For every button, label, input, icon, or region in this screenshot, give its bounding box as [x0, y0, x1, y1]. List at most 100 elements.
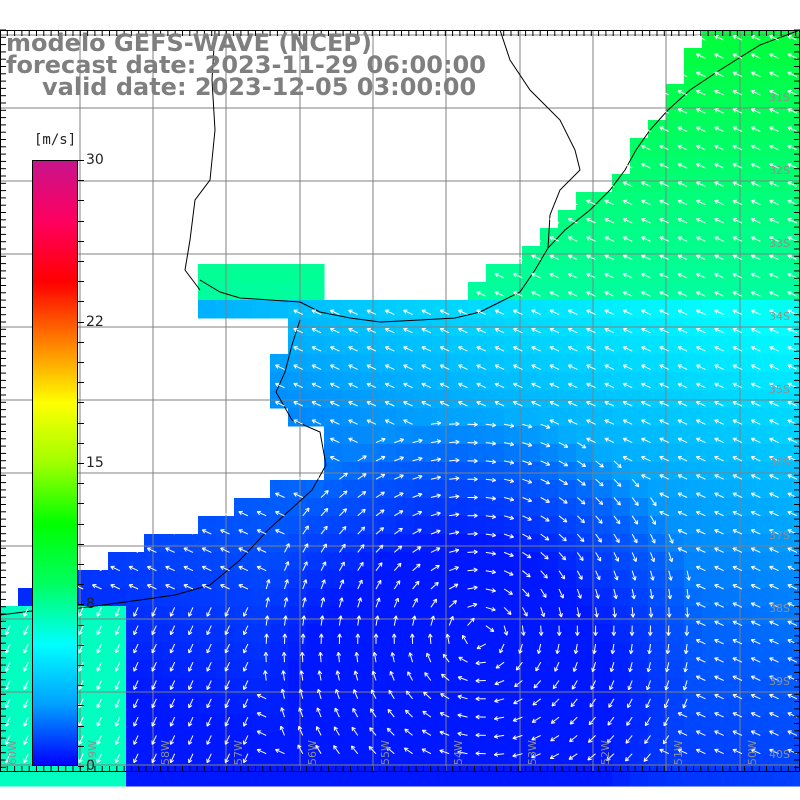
- wind-arrow-shaft: [732, 346, 743, 352]
- wind-speed-cell: [720, 660, 739, 679]
- wind-arrow-shaft: [586, 383, 596, 389]
- wind-speed-cell: [720, 624, 739, 643]
- wind-arrow-head: [455, 457, 460, 461]
- wind-arrow-head: [492, 532, 496, 536]
- wind-arrow-head: [732, 53, 736, 58]
- wind-arrow-shaft: [311, 401, 322, 407]
- wind-speed-cell: [612, 750, 631, 769]
- wind-arrow: [769, 419, 779, 425]
- wind-arrow-shaft: [421, 309, 432, 315]
- wind-speed-cell: [540, 444, 559, 463]
- wind-speed-cell: [414, 552, 433, 571]
- wind-arrow: [677, 291, 688, 297]
- wind-arrow-head: [604, 181, 608, 186]
- wind-arrow-shaft: [568, 419, 578, 425]
- wind-arrow: [659, 474, 670, 480]
- wind-arrow-head: [510, 515, 515, 519]
- wind-arrow: [695, 309, 706, 315]
- wind-arrow-head: [714, 236, 718, 241]
- wind-arrow-shaft: [613, 515, 621, 525]
- wind-arrow-head: [641, 163, 645, 168]
- wind-speed-cell: [270, 714, 289, 733]
- wind-arrow-shaft: [293, 364, 304, 370]
- wind-arrow: [567, 218, 578, 224]
- wind-arrow-head: [641, 273, 645, 278]
- wind-arrow: [366, 364, 377, 370]
- wind-arrow: [695, 510, 706, 517]
- wind-arrow: [659, 419, 670, 425]
- wind-arrow: [604, 236, 615, 242]
- wind-speed-cell: [468, 426, 487, 445]
- wind-arrow: [531, 272, 541, 279]
- wind-arrow-head: [326, 526, 328, 531]
- wind-arrow: [622, 455, 633, 462]
- wind-arrow-head: [455, 513, 460, 518]
- wind-arrow-head: [439, 309, 443, 314]
- wind-speed-cell: [270, 516, 289, 535]
- wind-speed-cell: [342, 768, 361, 787]
- wind-arrow-head: [695, 547, 700, 552]
- wind-arrow: [750, 437, 761, 444]
- wind-arrow-shaft: [485, 478, 496, 481]
- wind-speed-cell: [288, 696, 307, 715]
- wind-arrow-head: [512, 255, 517, 259]
- wind-arrow: [339, 526, 347, 535]
- wind-speed-cell: [522, 678, 541, 697]
- wind-arrow: [494, 327, 505, 334]
- wind-arrow-head: [659, 145, 663, 150]
- wind-arrow: [732, 346, 743, 352]
- wind-arrow-head: [750, 291, 755, 296]
- wind-arrow-head: [659, 346, 663, 351]
- wind-arrow-head: [579, 539, 585, 543]
- wind-arrow-shaft: [787, 218, 798, 224]
- wind-speed-cell: [684, 138, 703, 157]
- wind-speed-cell: [324, 426, 343, 445]
- wind-arrow: [357, 473, 367, 480]
- wind-arrow-shaft: [476, 346, 487, 352]
- wind-arrow: [787, 199, 798, 206]
- wind-arrow-shaft: [677, 364, 688, 370]
- wind-speed-cell: [756, 552, 775, 571]
- wind-arrow: [476, 364, 487, 370]
- wind-arrow-head: [492, 551, 496, 555]
- wind-arrow-head: [509, 425, 515, 428]
- wind-arrow-shaft: [732, 53, 743, 59]
- wind-arrow-shaft: [366, 364, 377, 370]
- wind-arrow-shaft: [787, 108, 798, 114]
- wind-arrow-shaft: [696, 401, 706, 407]
- wind-speed-cell: [252, 606, 271, 625]
- wind-arrow: [549, 364, 560, 370]
- wind-arrow: [467, 567, 478, 573]
- wind-arrow: [622, 401, 633, 407]
- wind-arrow-head: [455, 421, 460, 425]
- wind-arrow-head: [560, 576, 565, 580]
- wind-speed-cell: [396, 750, 415, 769]
- wind-speed-cell: [522, 552, 541, 571]
- wind-arrow-head: [714, 346, 718, 351]
- wind-arrow: [311, 346, 322, 352]
- wind-speed-cell: [540, 696, 559, 715]
- wind-arrow-shaft: [165, 566, 175, 572]
- wind-arrow-head: [293, 474, 297, 479]
- wind-arrow-shaft: [677, 236, 688, 242]
- wind-arrow: [503, 533, 514, 539]
- wind-arrow-shaft: [348, 383, 358, 389]
- wind-speed-cell: [270, 534, 289, 553]
- wind-arrow: [311, 382, 322, 389]
- wind-arrow: [549, 419, 560, 425]
- wind-arrow-shaft: [147, 566, 157, 572]
- wind-arrow: [695, 53, 706, 59]
- wind-arrow-head: [366, 328, 370, 333]
- wind-arrow-shaft: [769, 200, 779, 206]
- wind-arrow: [732, 144, 743, 151]
- wind-arrow: [256, 492, 267, 498]
- wind-arrow-shaft: [769, 328, 779, 334]
- wind-speed-cell: [324, 408, 343, 427]
- wind-arrow-shaft: [293, 419, 304, 425]
- wind-speed-cell: [612, 732, 631, 751]
- wind-speed-cell: [756, 372, 775, 391]
- wind-arrow: [110, 565, 121, 572]
- wind-arrow: [467, 531, 478, 537]
- wind-arrow-shaft: [577, 460, 586, 467]
- wind-arrow-head: [677, 474, 681, 479]
